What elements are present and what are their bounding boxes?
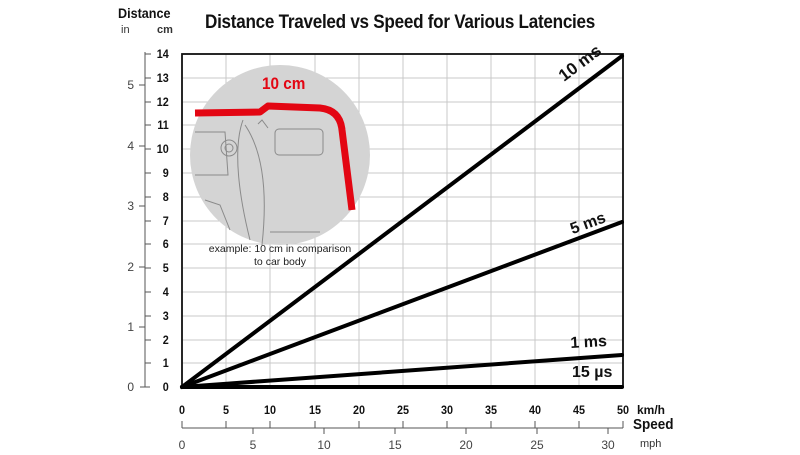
y-tick-in: 5: [127, 78, 134, 92]
x-tick-mph: 10: [317, 438, 331, 452]
y-tick-cm: 8: [162, 190, 169, 204]
y-tick-in: 0: [127, 380, 134, 394]
x-axis-label: Speed: [633, 416, 674, 433]
x-tick-kmh: 50: [616, 403, 630, 417]
x-tick-mph: 20: [459, 438, 473, 452]
y-tick-cm: 2: [162, 333, 169, 347]
y-axis-ruler: [139, 52, 151, 388]
line-1ms: [180, 353, 624, 389]
x-tick-kmh: 25: [396, 403, 410, 417]
y-tick-in: 1: [127, 320, 134, 334]
x-tick-mph: 30: [601, 438, 615, 452]
inset-caption-line1: example: 10 cm in comparison: [208, 243, 352, 255]
inset-caption-line2: to car body: [254, 256, 306, 268]
x-tick-mph: 25: [530, 438, 544, 452]
y-tick-cm: 13: [156, 71, 169, 85]
series-label-15us: 15 µs: [572, 364, 613, 381]
x-unit-kmh: km/h: [637, 403, 666, 417]
y-tick-in: 2: [127, 260, 134, 274]
y-tick-cm: 10: [156, 142, 169, 156]
y-tick-cm: 6: [162, 237, 169, 251]
series-label-1ms: 1 ms: [570, 333, 608, 352]
chart-title: Distance Traveled vs Speed for Various L…: [205, 12, 596, 33]
y-tick-cm: 11: [157, 118, 169, 132]
x-tick-kmh: 20: [352, 403, 366, 417]
y-unit-cm: cm: [157, 24, 173, 36]
y-axis-label: Distance: [118, 5, 171, 21]
y-tick-cm: 4: [162, 285, 169, 299]
x-tick-kmh: 15: [308, 403, 322, 417]
y-tick-cm: 9: [162, 166, 169, 180]
x-tick-kmh: 30: [440, 403, 454, 417]
y-tick-cm: 0: [162, 380, 169, 394]
x-tick-kmh: 40: [528, 403, 542, 417]
x-tick-mph: 0: [178, 438, 186, 452]
x-tick-kmh: 5: [222, 403, 230, 417]
x-tick-kmh: 0: [178, 403, 186, 417]
x-unit-mph: mph: [640, 438, 662, 450]
y-tick-cm: 1: [162, 356, 169, 370]
line-5ms: [180, 220, 624, 389]
y-tick-in: 3: [127, 199, 134, 213]
y-tick-cm: 3: [162, 309, 169, 323]
x-tick-kmh: 10: [263, 403, 277, 417]
y-tick-cm: 12: [156, 95, 169, 109]
x-tick-kmh: 45: [572, 403, 586, 417]
y-tick-in: 4: [127, 139, 134, 153]
y-tick-cm: 14: [156, 47, 169, 61]
inset-label: 10 cm: [262, 74, 306, 93]
y-unit-in: in: [121, 24, 130, 36]
x-tick-mph: 5: [249, 438, 257, 452]
line-10ms: [180, 54, 624, 389]
x-tick-mph: 15: [388, 438, 402, 452]
inset-caption: example: 10 cm in comparison to car body: [200, 243, 360, 269]
car-body-inset: [190, 65, 370, 246]
y-tick-cm: 5: [162, 261, 169, 275]
x-tick-kmh: 35: [484, 403, 498, 417]
y-tick-cm: 7: [162, 214, 169, 228]
x-axis-ruler: [181, 421, 624, 434]
